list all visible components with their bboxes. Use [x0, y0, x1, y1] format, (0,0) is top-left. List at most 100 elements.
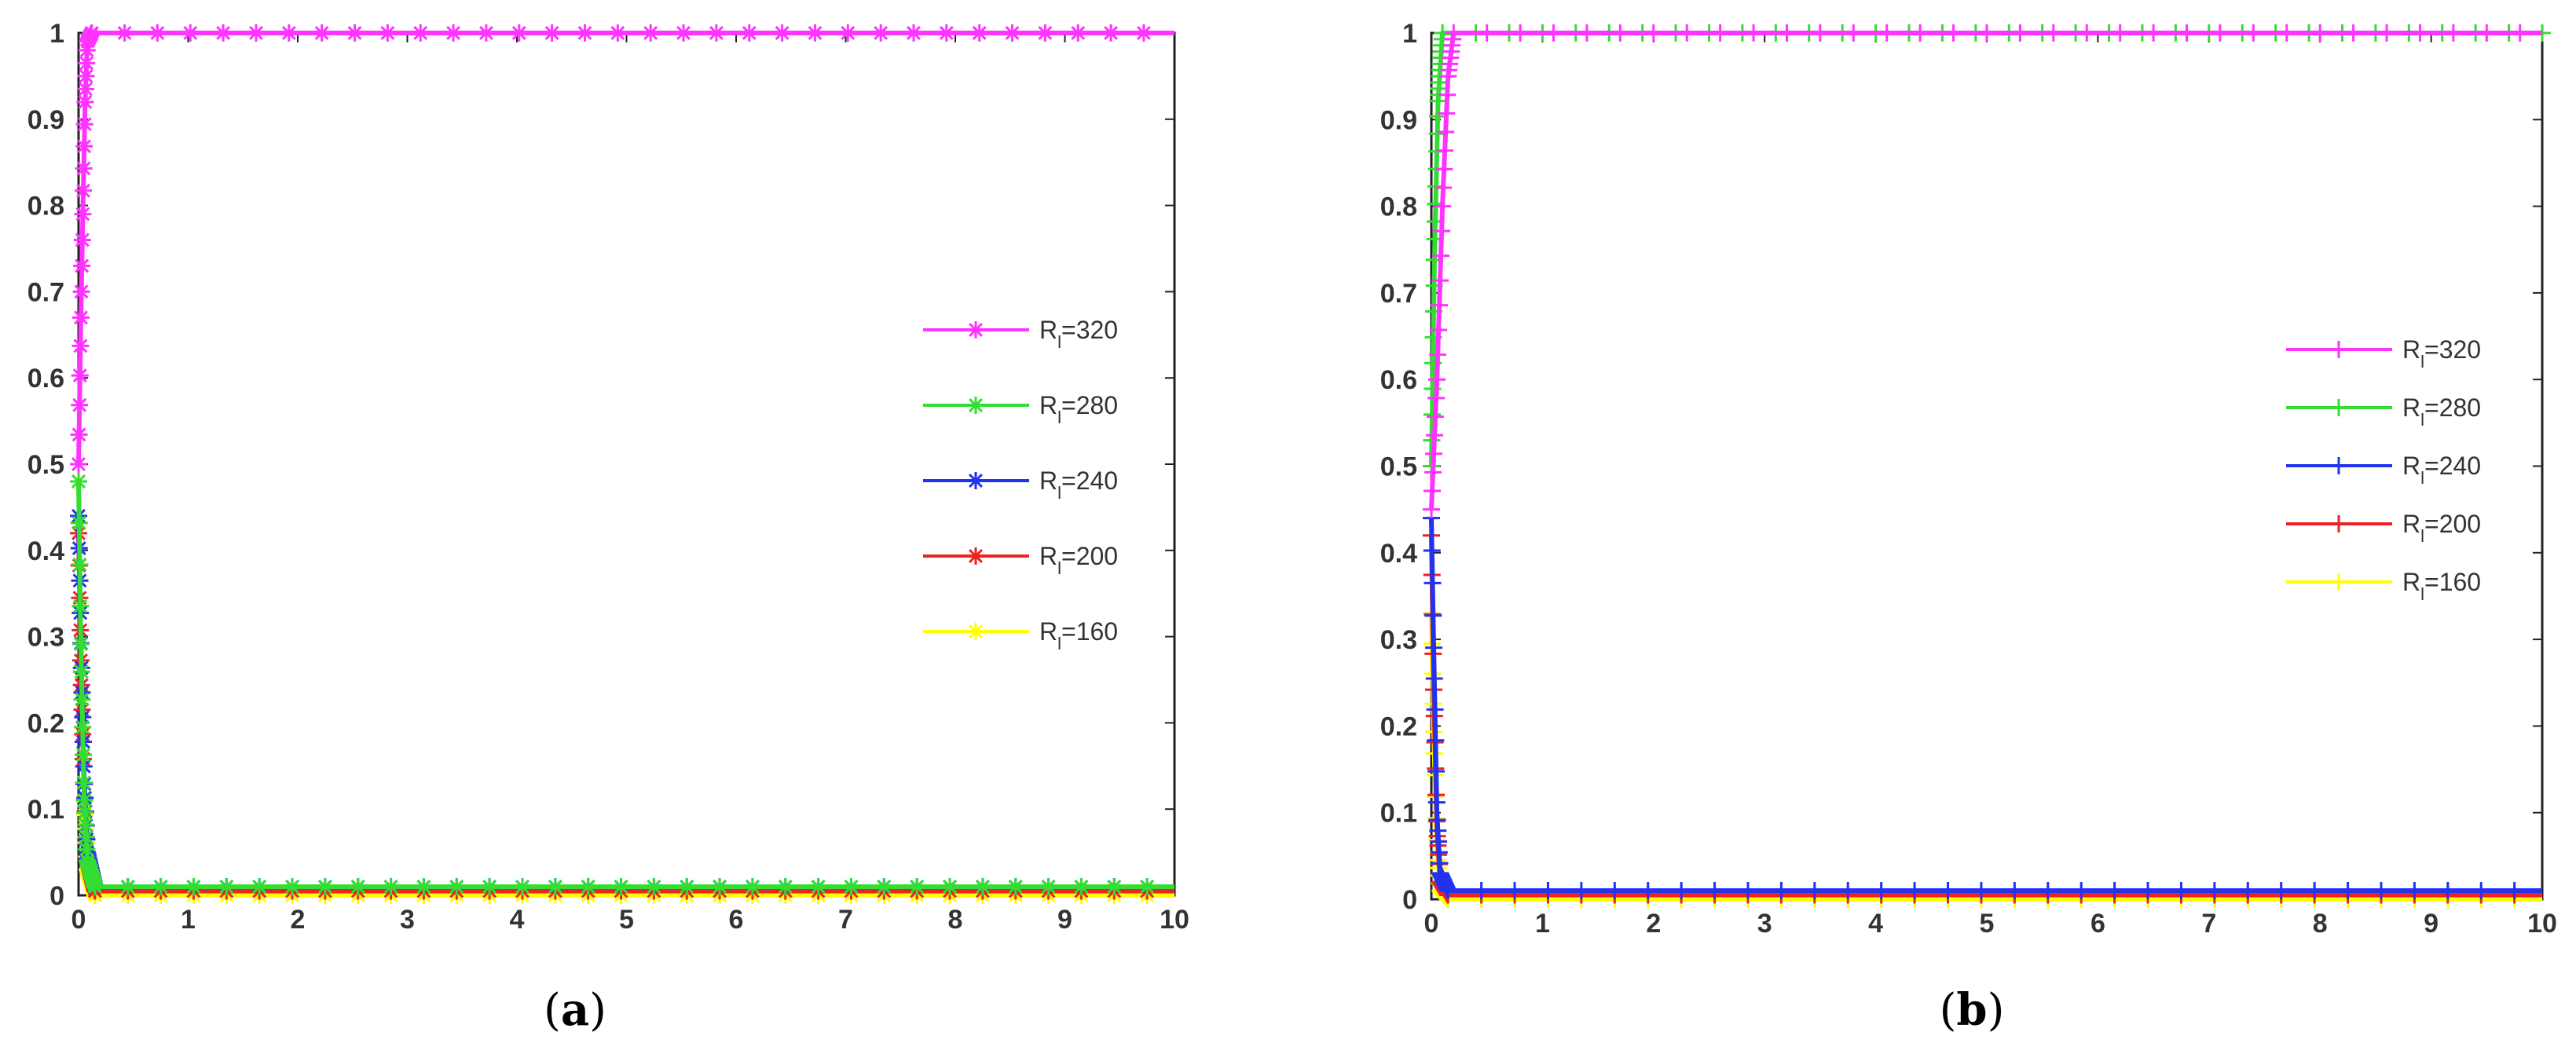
y-tick-label: 0.6	[27, 364, 64, 393]
data-point	[2339, 881, 2357, 899]
data-point	[1978, 24, 1995, 42]
data-point	[152, 878, 170, 896]
legend-label: Rl=280	[2402, 393, 2481, 430]
y-tick-label: 0.6	[1380, 365, 1417, 395]
x-tick-label: 8	[2313, 909, 2328, 939]
panel-caption-b: (b)	[1940, 984, 2005, 1036]
data-point	[1439, 881, 1457, 899]
data-point	[1577, 24, 1596, 42]
data-point	[1423, 542, 1441, 560]
x-tick-label: 5	[619, 905, 634, 935]
y-tick-label: 0.8	[1380, 192, 1417, 222]
chart-panel-a: 0 1 2 3 4 5 6 7 8 9 10 0 0.1 0.2 0.3 0.4 0.5 0.6 0.7 0.8 0.9…	[27, 19, 1189, 935]
data-point	[71, 337, 90, 355]
data-point	[543, 24, 561, 42]
data-point	[1424, 606, 1442, 624]
data-point	[1611, 24, 1629, 42]
y-tick-label: 0.9	[1380, 105, 1417, 135]
data-point	[1906, 881, 1924, 899]
data-point	[711, 878, 729, 896]
data-point	[78, 840, 96, 858]
data-point	[904, 24, 922, 42]
legend-item: Rl=280	[2286, 393, 2481, 430]
data-point	[1429, 108, 1447, 126]
legend-item: Rl=200	[2286, 510, 2481, 546]
data-point	[1972, 881, 1990, 899]
data-point	[1706, 881, 1724, 899]
data-point	[1427, 763, 1446, 781]
data-point	[2378, 24, 2396, 42]
legend-marker	[2330, 399, 2347, 416]
data-point	[1445, 24, 1463, 42]
data-point	[1072, 878, 1090, 896]
data-point	[445, 24, 463, 42]
data-point	[346, 24, 364, 42]
data-point	[82, 24, 101, 42]
y-tick-label: 0	[49, 881, 64, 911]
data-point	[609, 24, 627, 42]
data-point	[2239, 881, 2257, 899]
series-240	[1423, 509, 2542, 899]
data-point	[1711, 24, 1729, 42]
data-point	[1428, 125, 1446, 143]
data-point	[70, 426, 88, 444]
data-point	[214, 24, 233, 42]
data-point	[2439, 881, 2457, 899]
x-tick-label: 2	[1646, 909, 1661, 939]
data-point	[1545, 24, 1563, 42]
data-point	[1425, 639, 1443, 657]
data-point	[776, 878, 794, 896]
data-point	[743, 878, 761, 896]
legend: Rl=320 Rl=280 Rl=240 Rl=200 Rl=160	[2286, 335, 2481, 604]
data-point	[247, 24, 265, 42]
data-point	[1431, 296, 1449, 314]
x-tick-label: 7	[2201, 909, 2216, 939]
data-point	[1102, 24, 1120, 42]
data-point	[2478, 24, 2496, 42]
data-point	[71, 555, 89, 573]
data-point	[1478, 24, 1496, 42]
data-point	[546, 878, 564, 896]
x-tick-label: 3	[1757, 909, 1772, 939]
data-point	[875, 878, 893, 896]
data-point	[1426, 426, 1444, 445]
y-tick-label: 1	[49, 19, 64, 49]
data-point	[415, 878, 433, 896]
data-point	[280, 24, 298, 42]
data-point	[1134, 24, 1152, 42]
legend-label: Rl=240	[2402, 452, 2481, 488]
legend-label: Rl=320	[1039, 316, 1118, 352]
legend-marker	[967, 472, 984, 489]
x-tick-label: 4	[1868, 909, 1883, 939]
x-tick-label: 0	[71, 905, 86, 935]
legend-item: Rl=320	[923, 316, 1118, 352]
data-point	[1872, 881, 1890, 899]
x-tick-label: 1	[1535, 909, 1550, 939]
data-point	[513, 878, 531, 896]
data-point	[2272, 881, 2290, 899]
data-point	[2039, 881, 2057, 899]
data-point	[1436, 141, 1454, 159]
data-point	[349, 878, 367, 896]
data-point	[2172, 881, 2190, 899]
data-point	[2078, 24, 2096, 42]
x-tick-label: 10	[1160, 905, 1189, 935]
data-point	[1606, 881, 1624, 899]
data-point	[645, 878, 663, 896]
legend: Rl=320 Rl=280 Rl=240 Rl=200 Rl=160	[923, 316, 1118, 653]
data-point	[2277, 24, 2296, 42]
data-point	[481, 878, 499, 896]
legend-marker	[2330, 573, 2347, 591]
data-point	[809, 878, 827, 896]
legend-label: Rl=320	[2402, 335, 2481, 371]
data-point	[2444, 24, 2462, 42]
data-point	[412, 24, 430, 42]
legend-item: Rl=160	[923, 617, 1118, 653]
data-point	[1435, 178, 1453, 196]
data-point	[1105, 878, 1123, 896]
data-point	[2139, 881, 2157, 899]
data-point	[1424, 405, 1442, 423]
data-point	[382, 878, 400, 896]
data-point	[1036, 24, 1054, 42]
